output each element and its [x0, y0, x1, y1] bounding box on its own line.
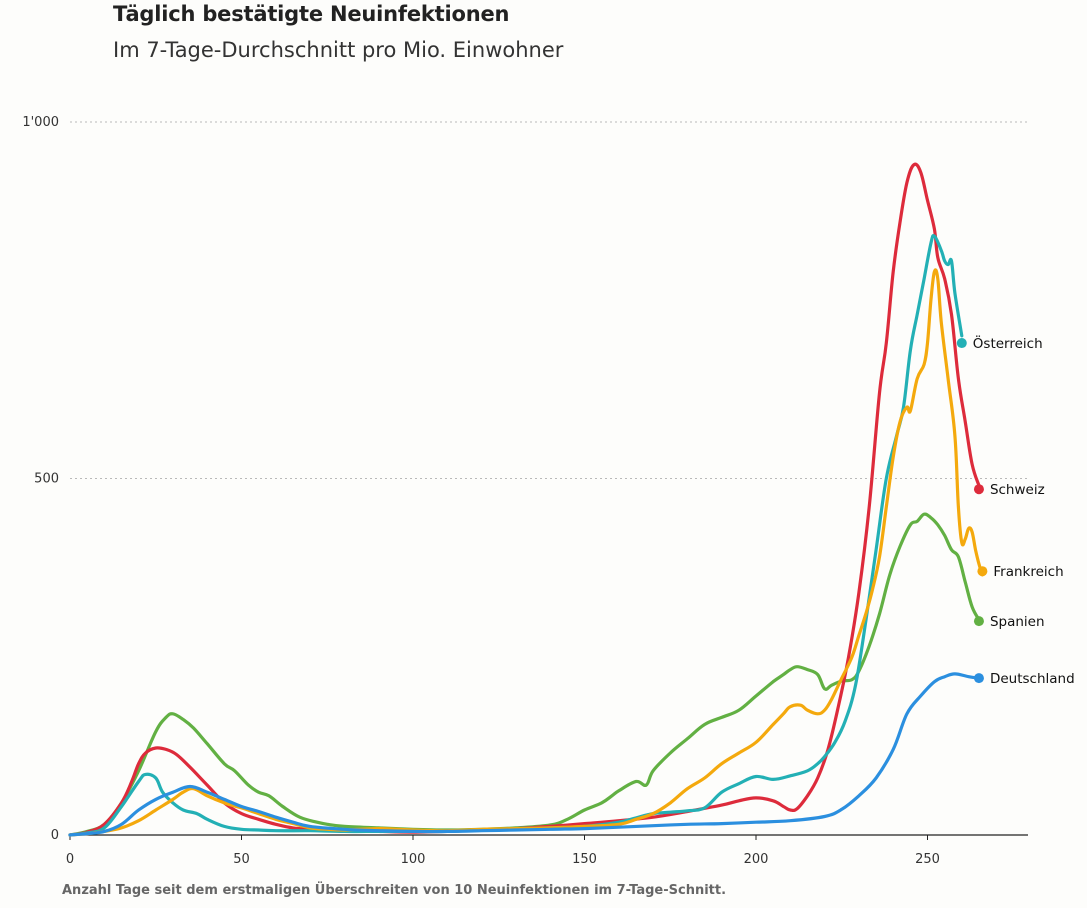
chart-title: Täglich bestätigte Neuinfektionen	[113, 2, 510, 26]
series-line-schweiz	[68, 162, 981, 837]
series-end-point-spanien	[973, 616, 984, 627]
y-tick-label: 1'000	[22, 115, 59, 130]
series-label-schweiz: Schweiz	[990, 482, 1045, 498]
x-axis: 0 50 100 150 200 250	[66, 834, 1028, 867]
x-tick-label: 150	[572, 852, 597, 867]
x-tick-label: 250	[915, 852, 940, 867]
grid-lines	[70, 121, 1028, 479]
series-lines	[68, 162, 984, 837]
x-tick-label: 50	[233, 852, 250, 867]
x-tick-label: 0	[66, 852, 74, 867]
series-end-point-deutschland	[973, 673, 984, 684]
series-label-deutschland: Deutschland	[990, 671, 1075, 687]
y-tick-label: 0	[51, 828, 59, 843]
series-line-deutschland	[68, 672, 981, 837]
series-end-point-schweiz	[973, 484, 984, 495]
series-label--sterreich: Österreich	[973, 334, 1043, 352]
series-line-spanien	[68, 512, 981, 837]
y-axis-ticks: 0 500 1'000	[22, 115, 59, 843]
chart-subtitle: Im 7-Tage-Durchschnitt pro Mio. Einwohne…	[113, 38, 564, 62]
y-tick-label: 500	[34, 472, 59, 487]
series-end-point-frankreich	[977, 566, 988, 577]
x-tick-label: 200	[744, 852, 769, 867]
series-label-spanien: Spanien	[990, 614, 1045, 630]
series-end-point--sterreich	[956, 338, 967, 349]
series-labels: Spanien Schweiz Österreich Frankreich Deutsc…	[956, 334, 1075, 687]
x-axis-note: Anzahl Tage seit dem erstmaligen Übersch…	[62, 883, 727, 898]
series-line-frankreich	[68, 268, 984, 837]
series-label-frankreich: Frankreich	[993, 564, 1063, 580]
x-tick-label: 100	[401, 852, 426, 867]
series-line--sterreich	[68, 233, 964, 837]
